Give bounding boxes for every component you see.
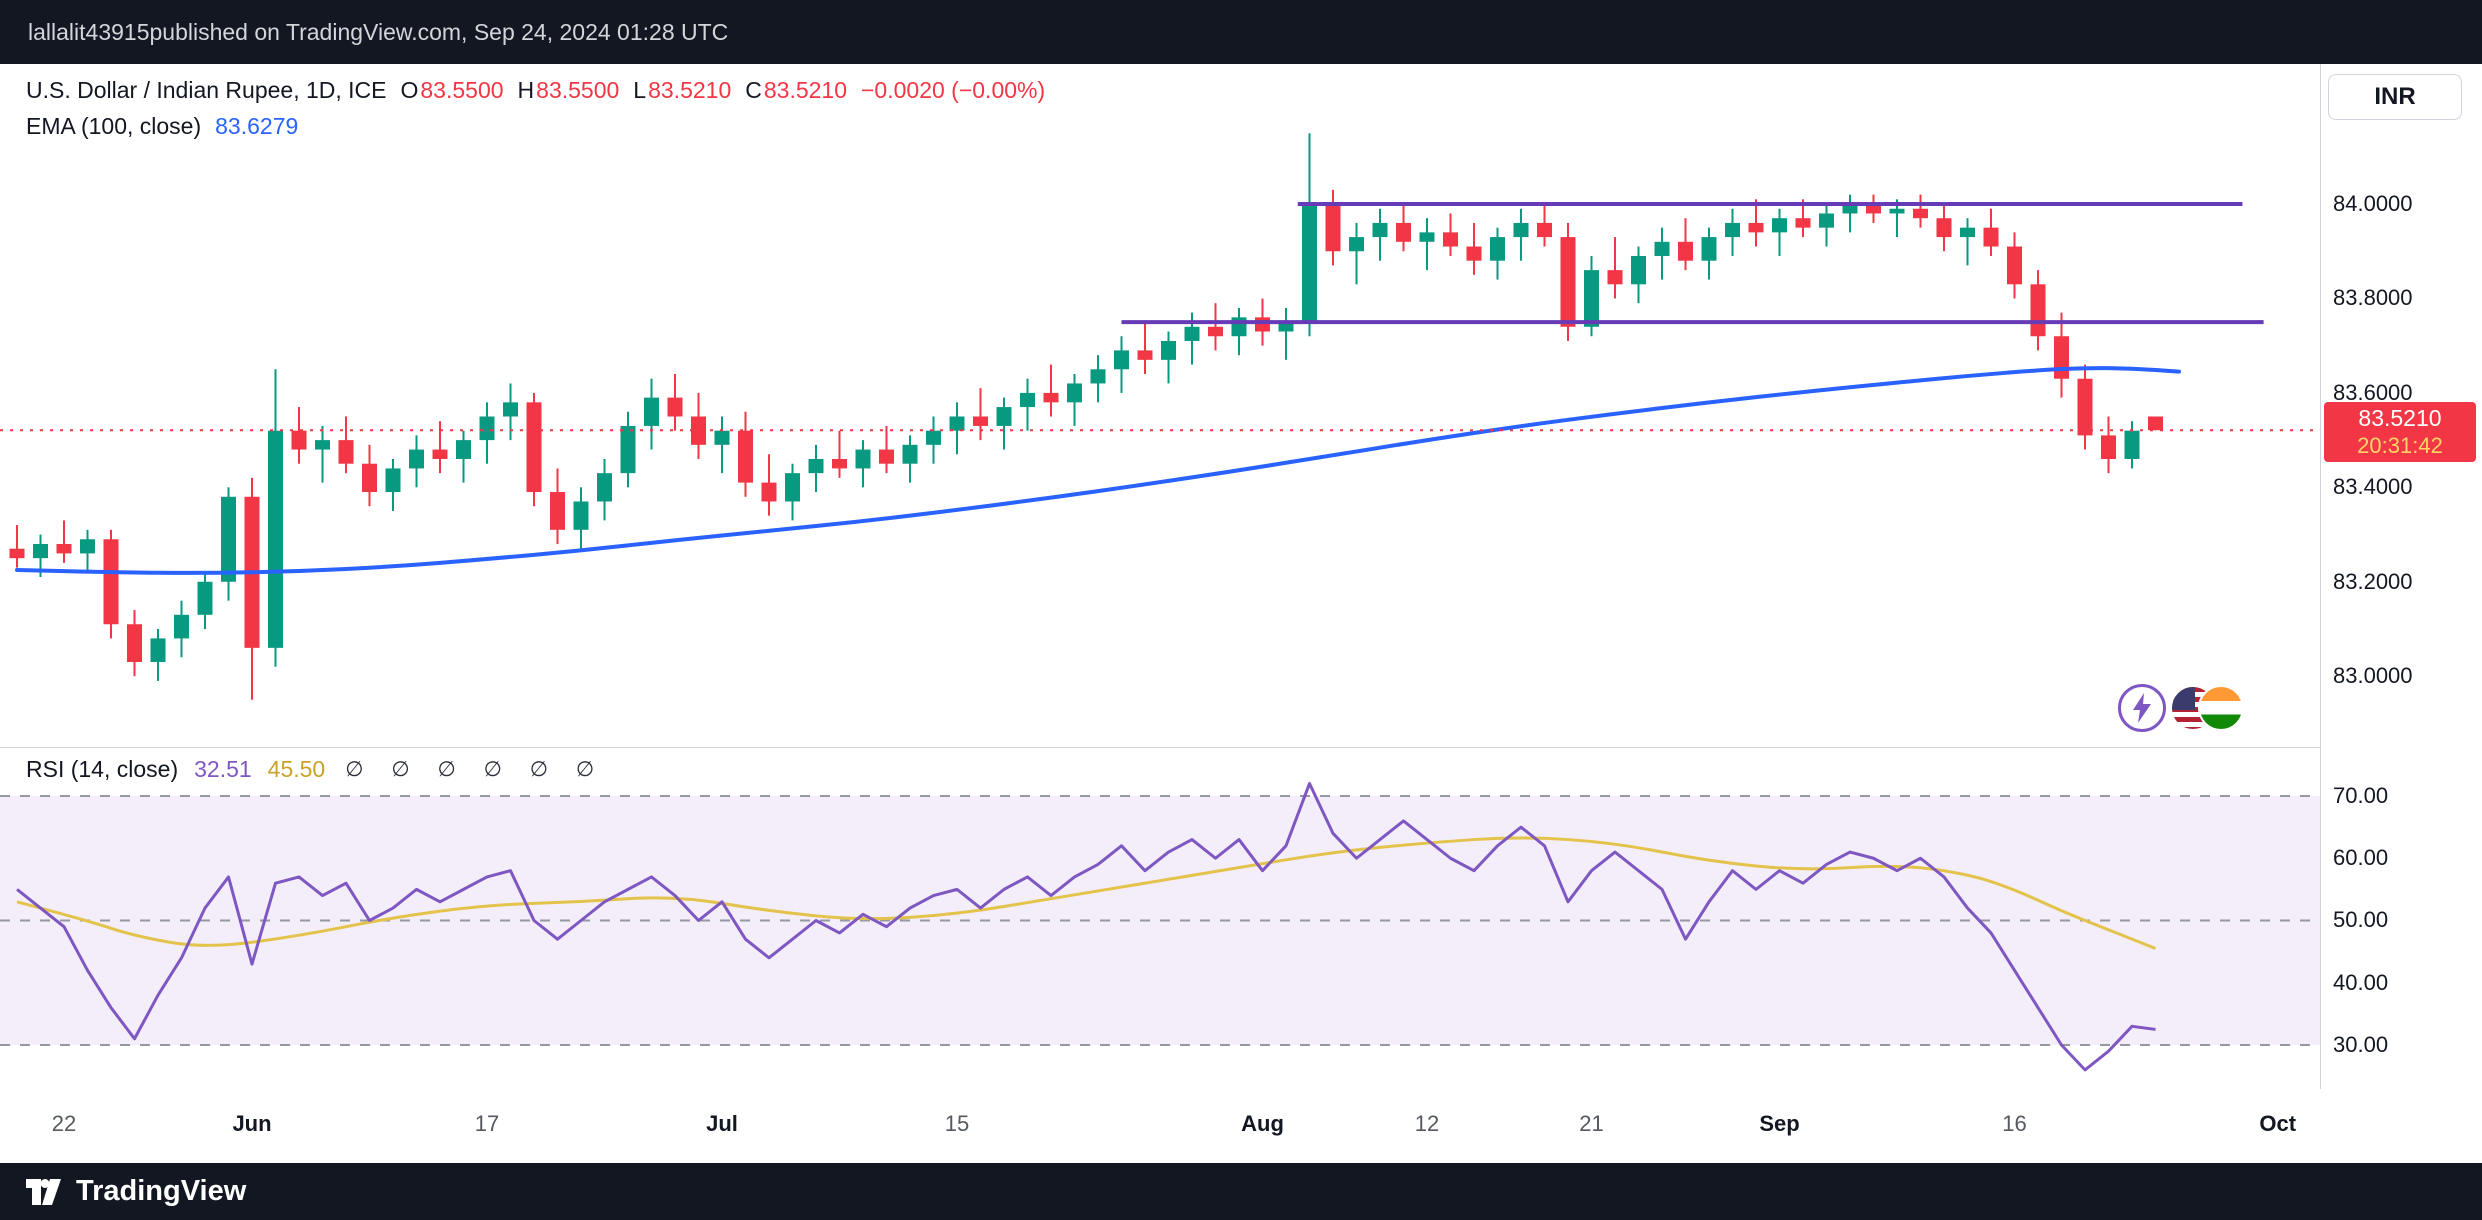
boost-icon[interactable] xyxy=(2118,684,2166,732)
rsi-tick-label: 30.00 xyxy=(2333,1031,2389,1057)
time-axis-label: Jul xyxy=(706,1111,738,1136)
price-tick-label: 83.6000 xyxy=(2333,379,2413,405)
price-scale[interactable]: INR 83.5210 20:31:42 84.0000 83.8000 83.60… xyxy=(2320,64,2482,1089)
rsi-legend-row[interactable]: RSI (14, close) 32.51 45.50 ∅ ∅ ∅ ∅ ∅ ∅ xyxy=(26,756,605,783)
time-axis-label: 15 xyxy=(944,1111,970,1136)
ohlc-close-value: 83.5210 xyxy=(763,76,847,103)
publish-header: lallalit43915 published on TradingView.c… xyxy=(0,0,2482,64)
ema-value: 83.6279 xyxy=(215,112,299,139)
footer-bar: TradingView xyxy=(0,1163,2482,1220)
rsi-value: 32.51 xyxy=(194,756,252,782)
symbol-legend-row[interactable]: U.S. Dollar / Indian Rupee, 1D, ICE O 83.… xyxy=(26,72,1045,108)
instrument-flags-icon[interactable] xyxy=(2170,684,2246,732)
chart-area: U.S. Dollar / Indian Rupee, 1D, ICE O 83.… xyxy=(0,64,2482,1163)
last-price-value: 83.5210 xyxy=(2358,405,2442,432)
ohlc-high-key: H xyxy=(517,76,535,103)
time-axis-label: Jun xyxy=(232,1111,272,1136)
username-link[interactable]: lallalit43915 xyxy=(28,18,150,45)
ohlc-high-value: 83.5500 xyxy=(536,76,620,103)
brand-name[interactable]: TradingView xyxy=(76,1175,247,1207)
bar-countdown: 20:31:42 xyxy=(2357,433,2443,459)
rsi-indicator-chart[interactable] xyxy=(0,747,2320,1089)
price-tick-label: 83.2000 xyxy=(2333,568,2413,594)
ohlc-open-value: 83.5500 xyxy=(420,76,504,103)
ohlc-open-key: O xyxy=(400,76,419,103)
time-axis-label: Oct xyxy=(2259,1111,2297,1136)
time-axis-label: 22 xyxy=(51,1111,77,1136)
rsi-tick-label: 50.00 xyxy=(2333,907,2389,933)
price-tick-label: 83.8000 xyxy=(2333,285,2413,311)
time-axis-label: 21 xyxy=(1579,1111,1604,1136)
price-tick-label: 83.0000 xyxy=(2333,663,2413,689)
time-axis-label: 16 xyxy=(2002,1111,2027,1136)
india-flag-icon xyxy=(2198,685,2244,731)
pane-divider[interactable] xyxy=(0,747,2482,748)
rsi-muted-values: ∅ ∅ ∅ ∅ ∅ ∅ xyxy=(345,758,606,781)
currency-toggle-button[interactable]: INR xyxy=(2328,74,2462,120)
time-axis-label: Aug xyxy=(1241,1111,1284,1136)
rsi-ma-value: 45.50 xyxy=(267,756,326,782)
time-axis[interactable]: 22 Jun 17 Jul 15 Aug 12 21 Sep 16 Oct xyxy=(0,1089,2482,1163)
ohlc-close-key: C xyxy=(745,76,762,103)
ohlc-low-value: 83.5210 xyxy=(648,76,732,103)
rsi-tick-label: 60.00 xyxy=(2333,845,2389,871)
rsi-tick-label: 70.00 xyxy=(2333,782,2389,808)
last-price-badge: 83.5210 20:31:42 xyxy=(2324,402,2476,463)
chart-corner-icons xyxy=(2118,684,2246,732)
chart-legend: U.S. Dollar / Indian Rupee, 1D, ICE O 83.… xyxy=(26,72,1045,144)
time-axis-label: Sep xyxy=(1759,1111,1800,1136)
time-axis-label: 12 xyxy=(1414,1111,1440,1136)
ema-legend-row[interactable]: EMA (100, close) 83.6279 xyxy=(26,108,1045,144)
time-axis-label: 17 xyxy=(474,1111,500,1136)
price-tick-label: 83.4000 xyxy=(2333,474,2413,500)
tradingview-logo-icon[interactable] xyxy=(26,1177,64,1207)
change-value: −0.0020 (−0.00%) xyxy=(861,76,1046,103)
lightning-bolt-icon xyxy=(2133,693,2151,723)
price-tick-label: 84.0000 xyxy=(2333,191,2413,217)
main-price-chart[interactable] xyxy=(0,64,2320,747)
rsi-tick-label: 40.00 xyxy=(2333,969,2389,995)
ohlc-low-key: L xyxy=(633,76,647,103)
ema-label: EMA (100, close) xyxy=(26,112,202,139)
publish-text: published on TradingView.com, Sep 24, 20… xyxy=(149,18,729,45)
rsi-label: RSI (14, close) xyxy=(26,756,179,782)
symbol-title: U.S. Dollar / Indian Rupee, 1D, ICE xyxy=(26,76,387,103)
